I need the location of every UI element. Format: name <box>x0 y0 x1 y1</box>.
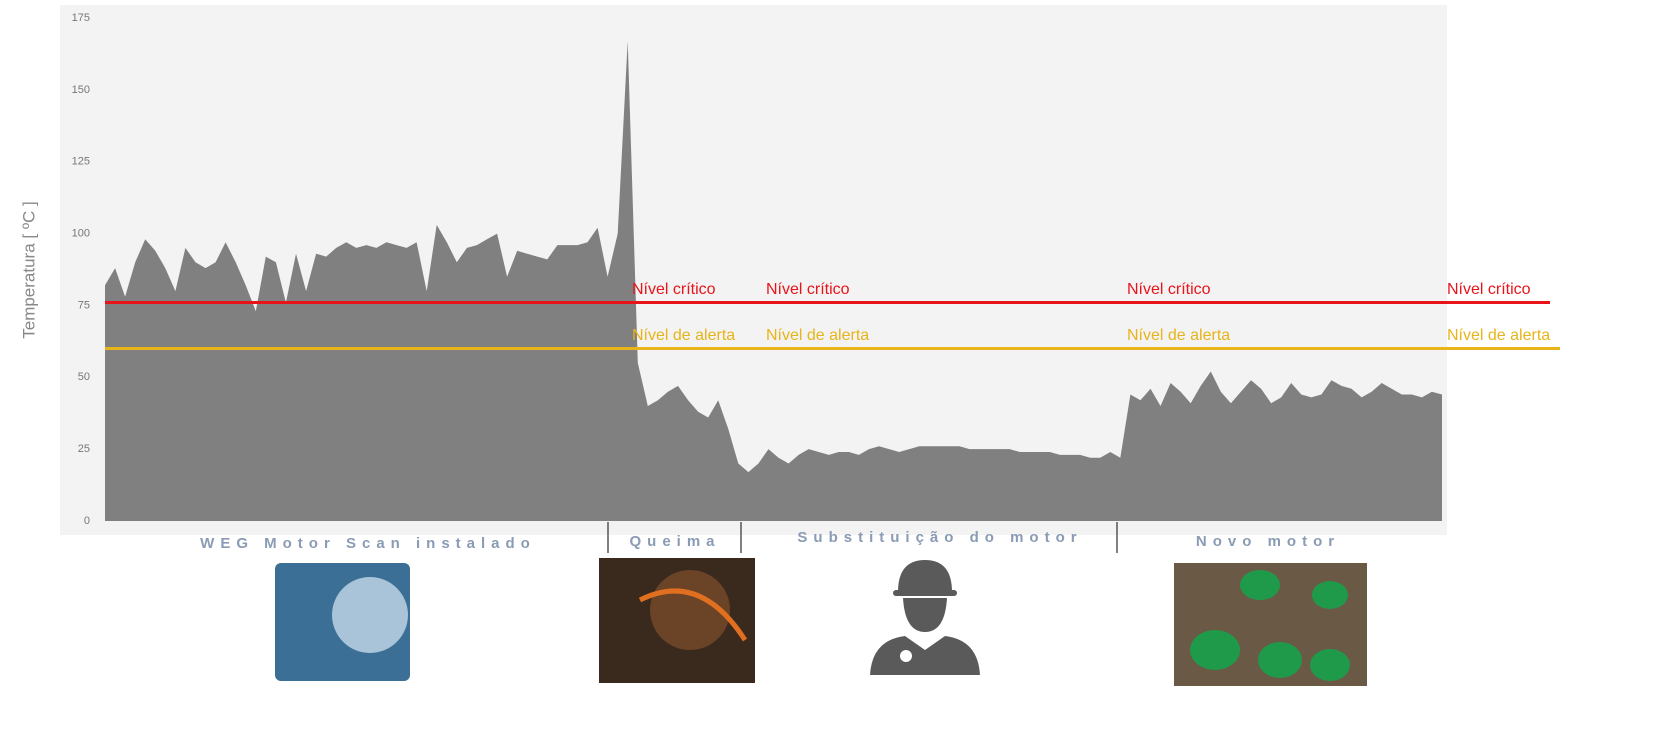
photo-detail <box>1312 581 1348 609</box>
y-tick-label: 150 <box>72 84 90 96</box>
threshold-label: Nível de alerta <box>1447 327 1550 344</box>
y-tick-label: 75 <box>78 299 90 311</box>
y-tick-label: 25 <box>78 443 90 455</box>
photo-detail <box>332 577 408 653</box>
threshold-label: Nível crítico <box>766 281 850 298</box>
photo-detail <box>1240 570 1280 600</box>
helmet-brim <box>893 590 957 596</box>
threshold-label: Nível de alerta <box>632 327 735 344</box>
photos <box>275 558 1367 686</box>
phase-label: Novo motor <box>1196 533 1340 550</box>
threshold-label: Nível de alerta <box>766 327 869 344</box>
photo-detail <box>1190 630 1240 670</box>
photo-detail <box>1310 649 1350 681</box>
phase-label: WEG Motor Scan instalado <box>200 535 536 552</box>
threshold-label: Nível crítico <box>1447 281 1531 298</box>
y-tick-label: 0 <box>84 515 90 527</box>
wrench <box>900 650 912 662</box>
threshold-label: Nível crítico <box>1127 281 1211 298</box>
head <box>903 598 947 632</box>
helmet <box>898 560 952 592</box>
phase-label: Substituição do motor <box>797 529 1082 546</box>
y-tick-label: 50 <box>78 371 90 383</box>
photo-detail <box>1258 642 1302 678</box>
y-tick-label: 125 <box>72 156 90 168</box>
y-axis-label: Temperatura [ ºC ] <box>19 201 38 339</box>
chart: Temperatura [ ºC ] 0 25 50 75 100 125 150 175 Ní… <box>0 0 1657 726</box>
worker-icon <box>870 560 980 675</box>
threshold-label: Nível de alerta <box>1127 327 1230 344</box>
y-tick-label: 100 <box>72 227 90 239</box>
threshold-label: Nível crítico <box>632 281 716 298</box>
y-tick-label: 175 <box>72 12 90 24</box>
phase-label: Queima <box>629 533 720 550</box>
body <box>870 636 980 675</box>
